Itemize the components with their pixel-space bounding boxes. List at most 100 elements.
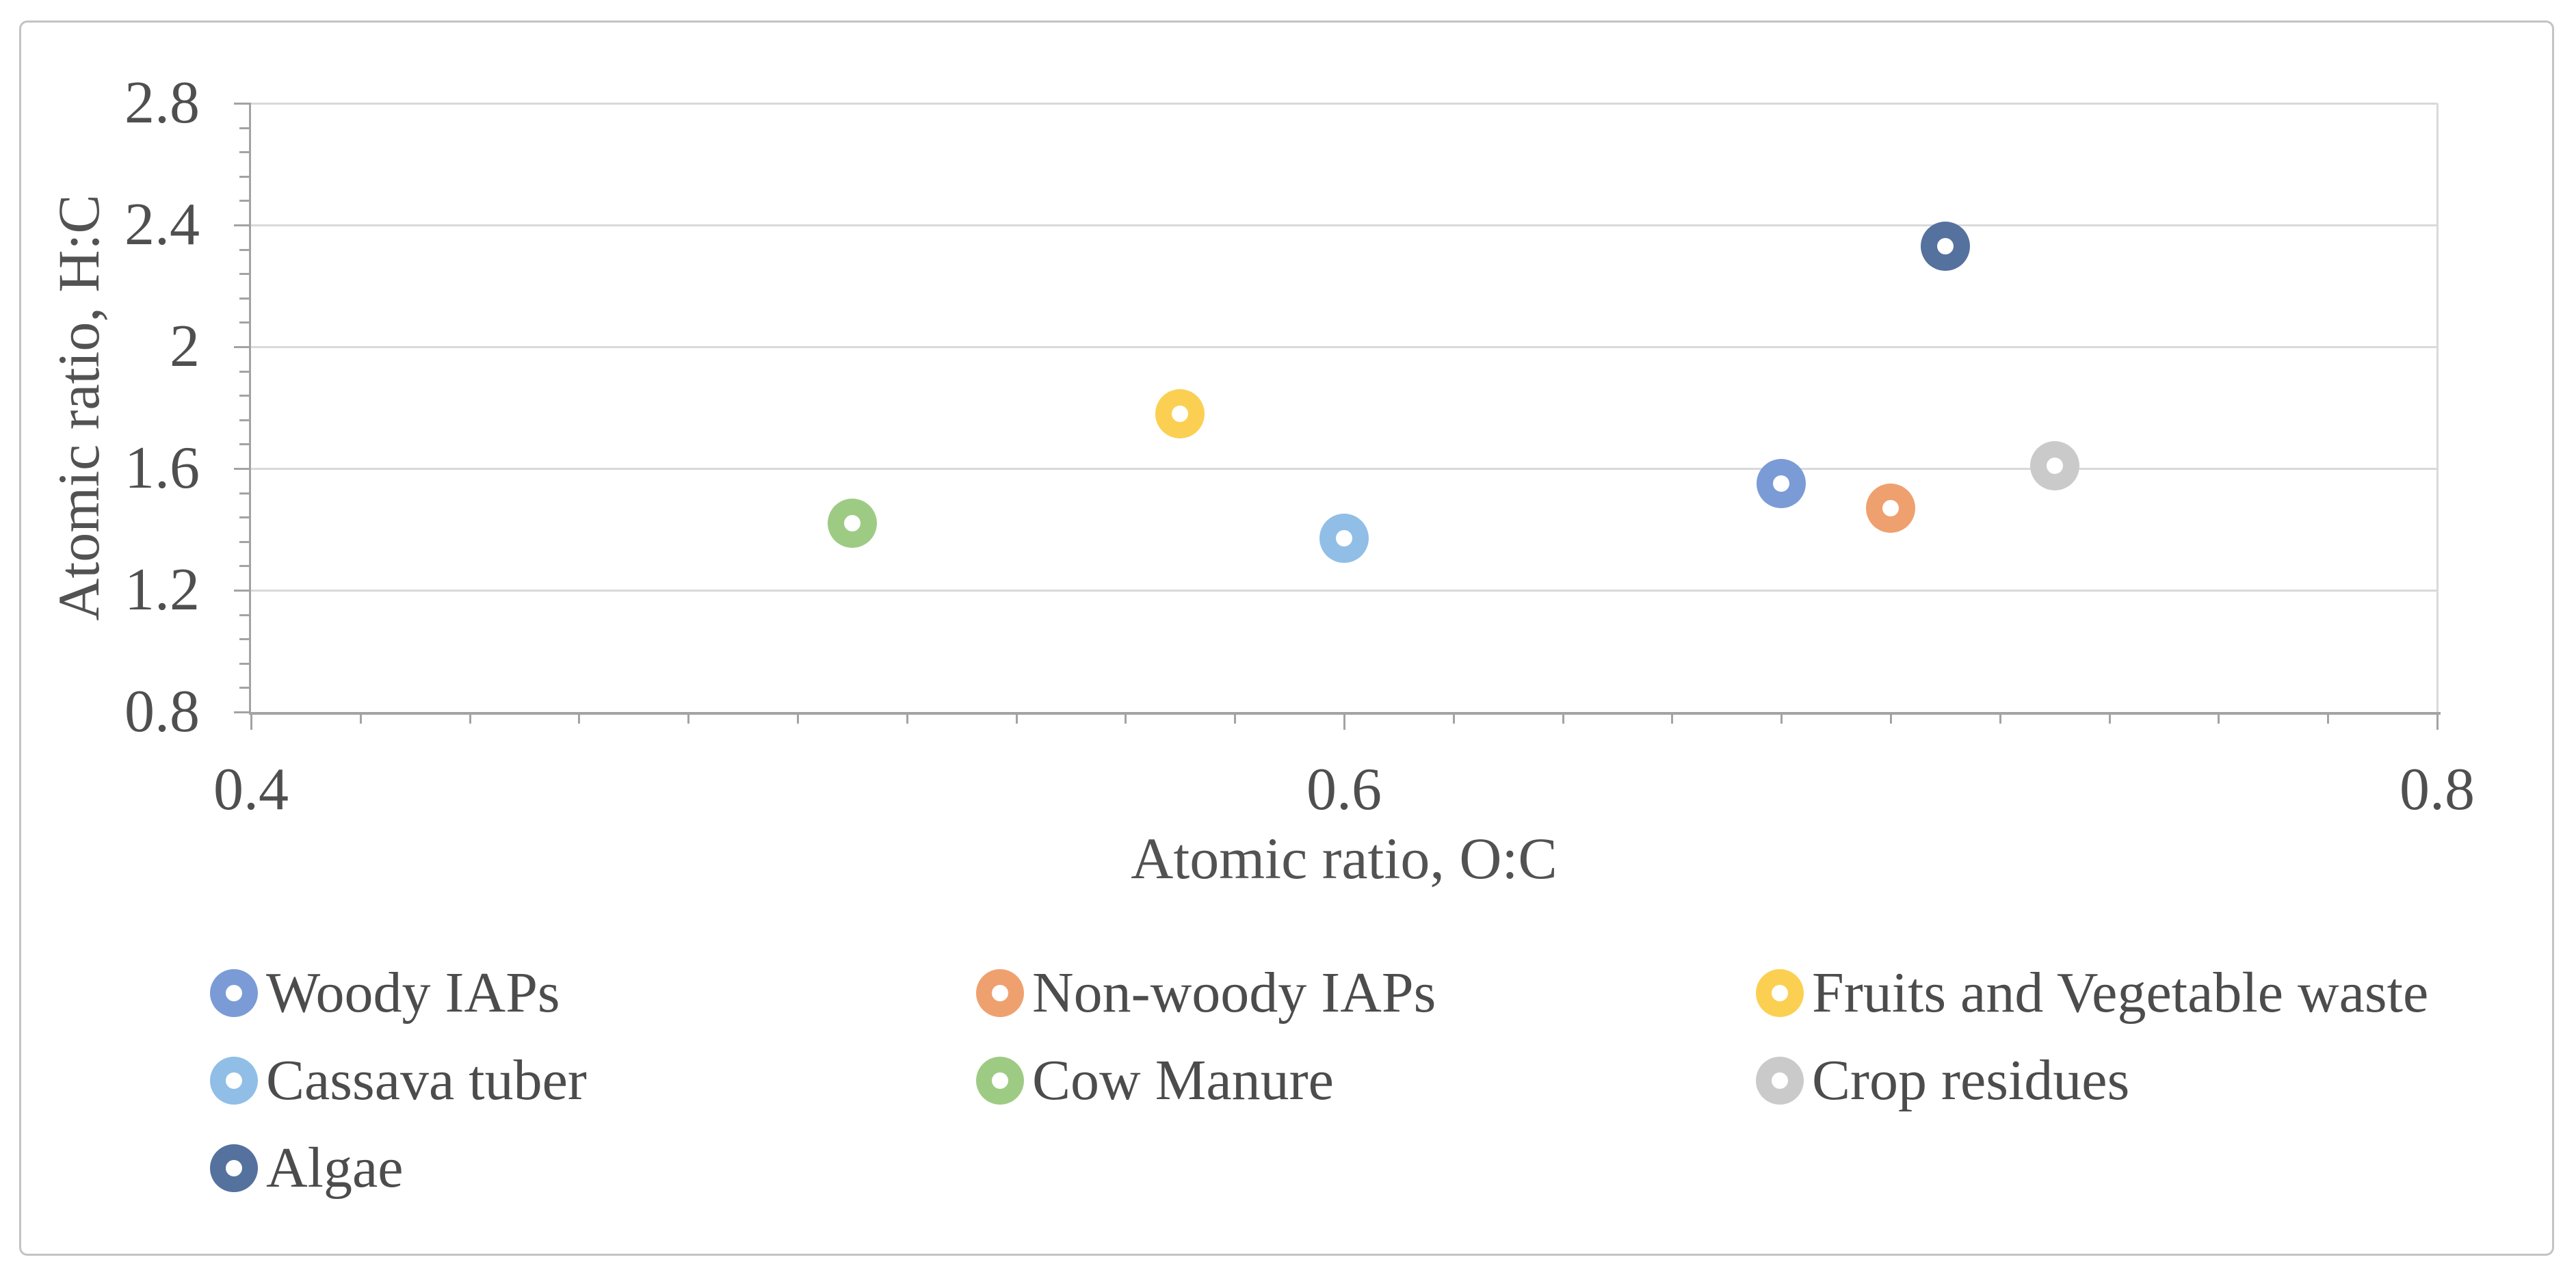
gridline [251, 346, 2437, 348]
x-tick-label: 0.8 [2400, 756, 2475, 823]
y-axis-minor-tick [239, 370, 251, 373]
y-tick-label: 0.8 [124, 678, 200, 745]
y-axis-minor-tick [239, 273, 251, 276]
x-axis-minor-tick [1234, 715, 1237, 724]
x-axis-minor-tick [797, 715, 799, 724]
y-axis-line [249, 103, 251, 713]
x-axis-minor-tick [1780, 715, 1783, 724]
marker-hole [1936, 238, 1954, 255]
y-axis-major-tick [234, 590, 251, 592]
marker-hole [992, 985, 1008, 1001]
x-axis-major-tick [250, 715, 252, 730]
marker-hole [1172, 405, 1189, 422]
gridline [251, 468, 2437, 470]
y-axis-minor-tick [239, 492, 251, 494]
x-axis-minor-tick [1671, 715, 1674, 724]
legend-marker-cassava-tuber [210, 1057, 258, 1105]
x-axis-minor-tick [2218, 715, 2220, 724]
marker-hole [1882, 499, 1899, 516]
x-axis-minor-tick [1999, 715, 2001, 724]
y-axis-minor-tick [239, 151, 251, 154]
y-axis-major-tick [234, 346, 251, 348]
marker-hole [992, 1072, 1008, 1089]
x-axis-minor-tick [469, 715, 471, 724]
y-axis-minor-tick [239, 516, 251, 519]
marker-hole [1773, 475, 1790, 492]
legend-marker-non-woody-iaps [976, 969, 1024, 1017]
y-axis-minor-tick [239, 395, 251, 397]
x-axis-minor-tick [906, 715, 908, 724]
y-axis-major-tick [234, 468, 251, 470]
y-axis-major-tick [234, 224, 251, 226]
y-axis-minor-tick [239, 662, 251, 665]
legend-label-cow-manure: Cow Manure [1032, 1049, 1334, 1112]
y-axis-minor-tick [239, 127, 251, 129]
legend-label-fruits-and-vegetable-waste: Fruits and Vegetable waste [1812, 961, 2429, 1025]
legend-marker-algae [210, 1144, 258, 1192]
legend-label-non-woody-iaps: Non-woody IAPs [1032, 961, 1436, 1025]
data-point-woody-iaps [1757, 459, 1806, 509]
gridline [251, 590, 2437, 592]
x-axis-title: Atomic ratio, O:C [1131, 826, 1558, 891]
y-axis-minor-tick [239, 565, 251, 568]
x-axis-minor-tick [2327, 715, 2330, 724]
legend-label-algae: Algae [266, 1136, 404, 1200]
x-axis-minor-tick [1890, 715, 1892, 724]
marker-hole [2046, 457, 2063, 474]
x-axis-minor-tick [2108, 715, 2111, 724]
legend-label-crop-residues: Crop residues [1812, 1049, 2130, 1112]
x-axis-minor-tick [1015, 715, 1018, 724]
x-axis-line [249, 712, 2441, 715]
data-point-cow-manure [827, 499, 877, 549]
marker-hole [1772, 1072, 1788, 1089]
gridline [251, 224, 2437, 226]
legend-marker-fruits-and-vegetable-waste [1756, 969, 1804, 1017]
y-axis-minor-tick [239, 248, 251, 251]
x-axis-minor-tick [687, 715, 690, 724]
y-axis-title: Atomic ratio, H:C [46, 194, 111, 621]
y-axis-minor-tick [239, 687, 251, 689]
x-axis-minor-tick [359, 715, 362, 724]
y-axis-minor-tick [239, 175, 251, 178]
y-axis-minor-tick [239, 297, 251, 300]
y-axis-minor-tick [239, 321, 251, 324]
y-axis-minor-tick [239, 540, 251, 543]
data-point-crop-residues [2029, 440, 2079, 490]
x-tick-label: 0.4 [213, 756, 289, 823]
data-point-non-woody-iaps [1866, 483, 1915, 533]
y-tick-label: 2.4 [124, 192, 200, 258]
y-tick-label: 1.2 [124, 557, 200, 623]
data-point-fruits-and-vegetable-waste [1155, 388, 1205, 438]
y-axis-minor-tick [239, 614, 251, 616]
x-axis-minor-tick [578, 715, 581, 724]
marker-hole [226, 985, 242, 1001]
gridline [251, 103, 2437, 105]
data-point-cassava-tuber [1319, 514, 1369, 564]
legend-label-cassava-tuber: Cassava tuber [266, 1049, 587, 1112]
x-axis-minor-tick [1125, 715, 1127, 724]
legend-marker-cow-manure [976, 1057, 1024, 1105]
y-axis-minor-tick [239, 200, 251, 202]
x-axis-minor-tick [1452, 715, 1455, 724]
data-point-algae [1920, 222, 1970, 272]
y-tick-label: 1.6 [124, 435, 200, 501]
legend-marker-crop-residues [1756, 1057, 1804, 1105]
figure-border [19, 21, 2554, 1256]
marker-hole [226, 1160, 242, 1176]
plot-area-right-border [2436, 103, 2439, 712]
legend-label-woody-iaps: Woody IAPs [266, 961, 560, 1025]
y-tick-label: 2 [170, 313, 200, 380]
marker-hole [1336, 530, 1352, 547]
y-axis-minor-tick [239, 419, 251, 421]
legend-marker-woody-iaps [210, 969, 258, 1017]
y-axis-minor-tick [239, 443, 251, 446]
x-tick-label: 0.6 [1306, 756, 1382, 823]
x-axis-minor-tick [1562, 715, 1564, 724]
y-axis-major-tick [234, 711, 251, 713]
marker-hole [843, 515, 860, 532]
y-axis-minor-tick [239, 638, 251, 641]
x-axis-major-tick [1343, 715, 1345, 730]
marker-hole [1772, 985, 1788, 1001]
x-axis-major-tick [2436, 715, 2439, 730]
